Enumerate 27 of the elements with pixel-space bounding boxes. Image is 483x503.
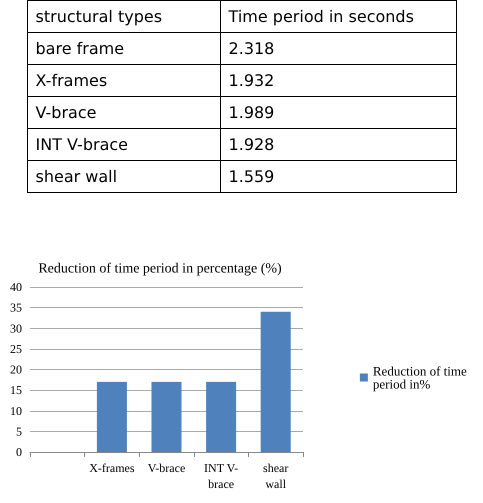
legend-label: Reduction of time period in% bbox=[372, 364, 470, 392]
y-tick-label: 5 bbox=[16, 424, 22, 438]
y-tick-label: 25 bbox=[10, 342, 22, 356]
category-label: X-frames bbox=[27, 64, 220, 96]
category-label: shear wall bbox=[27, 160, 220, 192]
data-label: 1.928 bbox=[220, 128, 456, 160]
x-tick-label: V-brace bbox=[148, 461, 186, 475]
data-label: 1.932 bbox=[220, 64, 456, 96]
text: structural types bbox=[27, 0, 220, 32]
chart-title: Reduction of time period in percentage (%) bbox=[38, 262, 282, 276]
y-tick-label: 30 bbox=[10, 321, 22, 336]
x-tick-label: INT V- brace bbox=[204, 461, 238, 491]
y-tick-label: 35 bbox=[10, 300, 22, 315]
x-tick-label: X-frames bbox=[89, 461, 135, 475]
y-tick-label: 15 bbox=[10, 383, 22, 398]
y-tick-label: 40 bbox=[10, 280, 22, 294]
category-label: INT V-brace bbox=[27, 128, 220, 160]
y-tick-label: 0 bbox=[16, 445, 22, 459]
data-label: 2.318 bbox=[220, 32, 456, 64]
category-label: V-brace bbox=[27, 96, 220, 128]
data-label: 1.559 bbox=[220, 160, 456, 192]
y-tick-label: 10 bbox=[10, 404, 22, 418]
y-tick-label: 20 bbox=[10, 362, 22, 376]
data-label: 1.989 bbox=[220, 96, 456, 128]
x-tick-label: shear wall bbox=[263, 461, 288, 491]
text: Time period in seconds bbox=[220, 0, 456, 32]
category-label: bare frame bbox=[27, 32, 220, 64]
